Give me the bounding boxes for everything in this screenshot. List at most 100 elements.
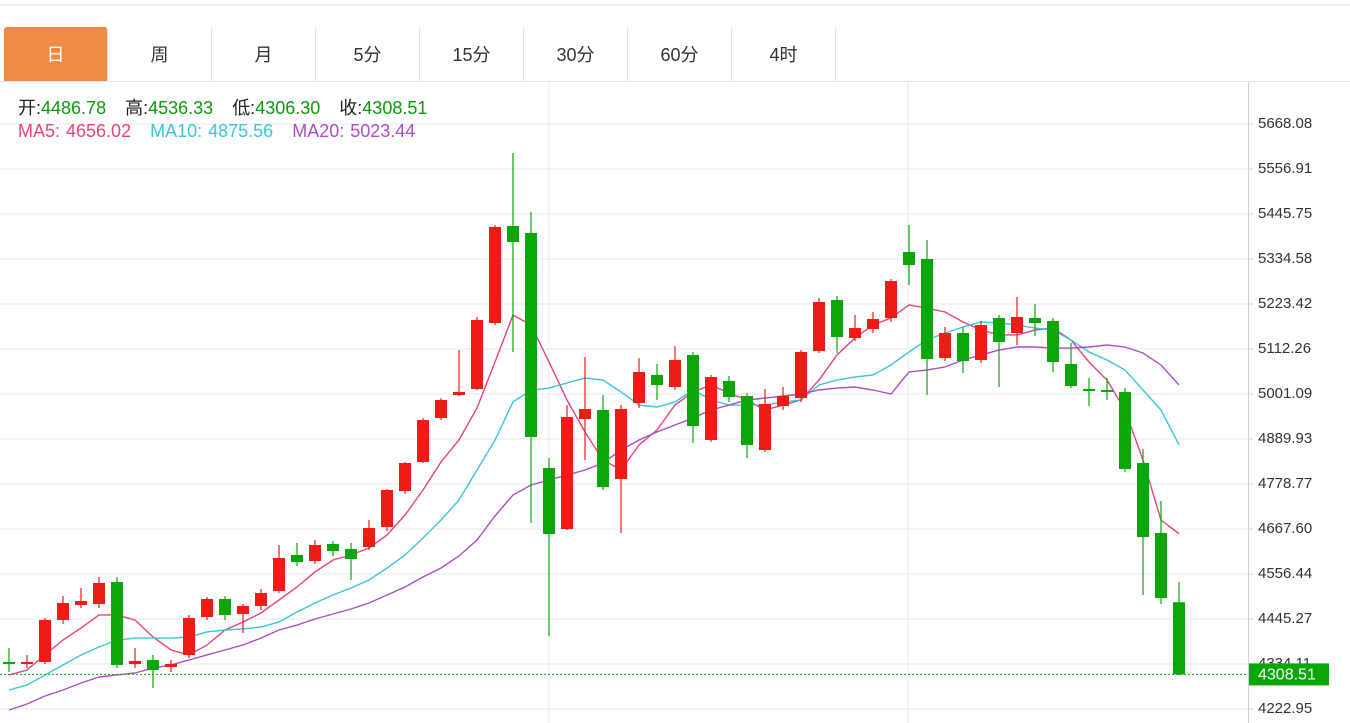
candle-body [813, 301, 825, 352]
candle-body [1119, 391, 1131, 469]
tab[interactable]: 周 [108, 27, 212, 81]
candle-body [957, 332, 969, 362]
y-tick-label: 5223.42 [1258, 295, 1312, 312]
legend-label: MA20: [292, 121, 345, 141]
candle-body [1155, 532, 1167, 599]
readout-item: 高:4536.33 [125, 94, 213, 120]
candle-body [3, 661, 15, 665]
y-tick-label: 5556.91 [1258, 160, 1312, 177]
candle-body [1101, 390, 1113, 392]
candle-body [1011, 317, 1023, 333]
readout-value: 4536.33 [148, 98, 214, 118]
candle-body [975, 324, 987, 360]
candle-body [615, 408, 627, 479]
candle-body [561, 417, 573, 529]
candle-body [687, 355, 699, 426]
candle-body [417, 420, 429, 462]
readout-label: 低: [232, 98, 256, 118]
candle-body [39, 620, 51, 662]
candle-body [309, 544, 321, 562]
last-price-box [1249, 663, 1329, 686]
legend-label: MA10: [150, 121, 203, 141]
legend-value: 4656.02 [66, 121, 132, 141]
candle-body [183, 618, 195, 655]
readout-item: 低:4306.30 [232, 94, 320, 120]
y-tick-label: 5334.58 [1258, 250, 1312, 267]
candle-body [759, 404, 771, 450]
y-tick-label: 5445.75 [1258, 205, 1312, 222]
candle-body [651, 374, 663, 385]
tab-bar: 日周月 5分 15分 30分 60分 4时 [4, 27, 836, 81]
candle-body [489, 227, 501, 323]
candle-body [255, 592, 267, 606]
ma-line [8, 321, 1180, 691]
tab[interactable]: 月 [212, 27, 316, 81]
candle-body [831, 300, 843, 338]
candle-body [669, 360, 681, 388]
candle-body [327, 544, 339, 552]
candle-body [165, 664, 177, 668]
y-tick-label: 5112.26 [1258, 340, 1311, 357]
ma-line [8, 344, 1180, 711]
last-price-label: 4308.51 [1258, 667, 1316, 684]
candle-body [111, 581, 123, 665]
y-tick-label: 4778.77 [1258, 475, 1312, 492]
readout-label: 开: [18, 98, 42, 118]
candle-body [939, 332, 951, 359]
y-tick-label: 4222.95 [1258, 700, 1312, 717]
candle-body [705, 377, 717, 440]
candle-body [849, 328, 861, 338]
y-tick-label: 4445.27 [1258, 610, 1312, 627]
legend-item: MA10: 4875.56 [150, 121, 273, 142]
candle-body [147, 660, 159, 670]
tab[interactable]: 15分 [420, 27, 524, 81]
candle-body [345, 548, 357, 559]
tab[interactable]: 5分 [316, 27, 420, 81]
candle-body [543, 468, 555, 535]
candle-body [381, 490, 393, 528]
candle-body [633, 371, 645, 403]
candle-body [1083, 388, 1095, 391]
tab[interactable]: 30分 [524, 27, 628, 81]
legend-item: MA20: 5023.44 [292, 121, 415, 142]
candle-body [291, 555, 303, 563]
legend-value: 4875.56 [208, 121, 274, 141]
tab[interactable]: 日 [4, 27, 108, 81]
candle-body [921, 258, 933, 359]
readout-value: 4308.51 [362, 98, 428, 118]
candle-body [129, 661, 141, 665]
y-tick-label: 5668.08 [1258, 115, 1312, 132]
candle-body [1047, 321, 1059, 362]
candle-body [453, 391, 465, 396]
ohlc-readout: 开:4486.78 高:4536.33 低:4306.30 收:4308.51 [18, 94, 446, 120]
readout-label: 高: [125, 98, 149, 118]
y-tick-label: 4556.44 [1258, 565, 1312, 582]
y-tick-label: 4889.93 [1258, 430, 1312, 447]
tab[interactable]: 60分 [628, 27, 732, 81]
legend-label: MA5: [18, 121, 61, 141]
candle-body [1173, 602, 1185, 675]
candle-body [219, 598, 231, 615]
candle-body [993, 318, 1005, 342]
candle-body [867, 318, 879, 329]
candle-body [57, 602, 69, 620]
candle-body [363, 528, 375, 548]
candle-body [885, 281, 897, 319]
readout-label: 收: [339, 98, 363, 118]
tab[interactable]: 4时 [732, 27, 836, 81]
candle-body [723, 381, 735, 398]
candle-body [471, 320, 483, 389]
candle-body [1029, 318, 1041, 323]
candle-body [273, 558, 285, 592]
candle-body [597, 410, 609, 488]
candle-body [1065, 364, 1077, 386]
candle-body [507, 225, 519, 242]
candle-body [435, 400, 447, 418]
legend-value: 5023.44 [350, 121, 416, 141]
y-tick-label: 5001.09 [1258, 385, 1312, 402]
candle-body [741, 395, 753, 445]
candle-body [399, 462, 411, 491]
candle-body [1137, 462, 1149, 538]
